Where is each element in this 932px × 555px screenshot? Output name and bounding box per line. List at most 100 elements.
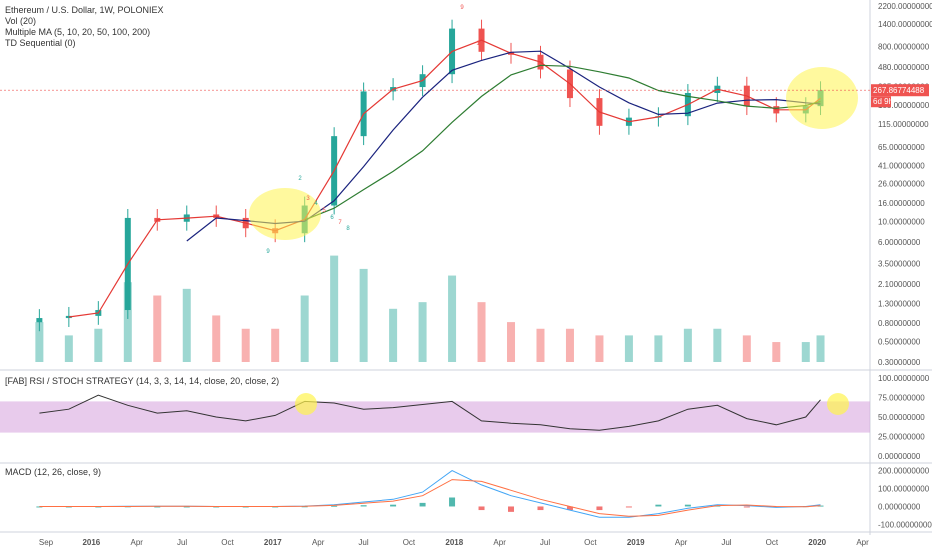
macd-histogram-bar xyxy=(537,506,544,511)
volume-indicator-label[interactable]: Vol (20) xyxy=(5,16,37,26)
td-sequential-count: 5 xyxy=(322,208,326,214)
volume-bar xyxy=(713,328,722,362)
time-axis-tick-label: Jul xyxy=(358,538,368,547)
time-axis-tick-label: Apr xyxy=(493,538,506,547)
rsi-band xyxy=(0,401,870,433)
volume-bar xyxy=(153,295,162,362)
time-left-tag xyxy=(871,96,891,108)
volume-bar xyxy=(477,302,486,362)
macd-histogram-bar xyxy=(390,504,397,507)
rsi-indicator-title[interactable]: [FAB] RSI / STOCH STRATEGY (14, 3, 3, 14… xyxy=(5,376,280,386)
time-axis-tick-label: 2017 xyxy=(264,538,282,547)
volume-bar xyxy=(683,328,692,362)
volume-bar xyxy=(389,308,398,362)
volume-bar xyxy=(654,335,663,362)
price-axis-tick-label: 65.00000000 xyxy=(878,143,925,152)
moving-average-slow-line xyxy=(304,64,821,221)
time-axis-tick-label: Oct xyxy=(221,538,234,547)
moving-average-label[interactable]: Multiple MA (5, 10, 20, 50, 100, 200) xyxy=(5,27,151,37)
volume-bar xyxy=(271,328,280,362)
volume-bar xyxy=(212,315,221,362)
td-sequential-count: 8 xyxy=(346,226,350,232)
macd-histogram-bar xyxy=(508,506,515,512)
volume-bar xyxy=(182,288,191,362)
rsi-axis-tick-label: 100.00000000 xyxy=(878,374,930,383)
time-axis-tick-label: Oct xyxy=(584,538,597,547)
highlight-ellipse xyxy=(249,188,321,240)
volume-bar xyxy=(359,268,368,362)
volume-bar xyxy=(330,255,339,362)
macd-indicator-title[interactable]: MACD (12, 26, close, 9) xyxy=(5,467,102,477)
rsi-line xyxy=(39,394,821,431)
time-axis-tick-label: Oct xyxy=(766,538,779,547)
volume-bar xyxy=(35,322,44,362)
td-sequential-count: 7 xyxy=(338,220,342,226)
time-axis-tick-label: 2016 xyxy=(82,538,100,547)
time-axis-tick-label: Apr xyxy=(856,538,869,547)
time-axis-tick-label: Jul xyxy=(177,538,187,547)
macd-histogram-bar xyxy=(331,505,338,507)
time-axis-tick-label: Apr xyxy=(675,538,688,547)
macd-histogram-bar xyxy=(743,506,750,508)
time-axis-tick-label: Apr xyxy=(312,538,325,547)
volume-bar xyxy=(772,342,781,362)
macd-histogram-bar xyxy=(566,506,573,511)
chart-legend: Ethereum / U.S. Dollar, 1W, POLONIEX Vol… xyxy=(5,5,164,49)
time-axis-tick-label: 2020 xyxy=(808,538,826,547)
macd-axis-tick-label: -100.00000000 xyxy=(878,520,932,529)
macd-axis-tick-label: 0.00000000 xyxy=(878,502,921,511)
volume-bar xyxy=(507,322,516,362)
price-axis-tick-label: 1.30000000 xyxy=(878,299,921,308)
macd-histogram-bar xyxy=(154,506,161,508)
volume-bar xyxy=(816,335,825,362)
price-axis-tick-label: 2200.00000000 xyxy=(878,2,932,11)
price-axis-tick-label: 26.00000000 xyxy=(878,180,925,189)
price-axis-tick-label: 0.80000000 xyxy=(878,319,921,328)
td-sequential-count: 1 xyxy=(476,41,480,47)
moving-average-fast-line xyxy=(68,39,821,318)
macd-histogram-bar xyxy=(449,497,456,507)
volume-bar xyxy=(241,328,250,362)
macd-histogram-bar xyxy=(478,506,485,511)
time-axis-tick-label: Jul xyxy=(540,538,550,547)
volume-bar xyxy=(624,335,633,362)
macd-axis-tick-label: 100.00000000 xyxy=(878,485,930,494)
volume-bar xyxy=(123,282,132,362)
highlight-ellipse xyxy=(786,67,858,129)
price-axis-tick-label: 2.10000000 xyxy=(878,280,921,289)
volume-bar xyxy=(448,275,457,362)
volume-bar xyxy=(94,328,103,362)
macd-axis-tick-label: 200.00000000 xyxy=(878,467,930,476)
time-axis-tick-label: Apr xyxy=(131,538,144,547)
rsi-axis-tick-label: 50.00000000 xyxy=(878,413,925,422)
td-sequential-label[interactable]: TD Sequential (0) xyxy=(5,38,76,48)
macd-histogram-bar xyxy=(625,506,632,508)
last-price-label: 267.86774488 xyxy=(873,86,925,95)
volume-bar xyxy=(300,295,309,362)
last-price-tag xyxy=(871,84,929,97)
time-axis-tick-label: Oct xyxy=(403,538,416,547)
price-axis-tick-label: 3.50000000 xyxy=(878,260,921,269)
price-axis-tick-label: 41.00000000 xyxy=(878,161,925,170)
symbol-title[interactable]: Ethereum / U.S. Dollar, 1W, POLONIEX xyxy=(5,5,164,15)
volume-bar xyxy=(565,328,574,362)
td-sequential-count: 2 xyxy=(298,176,302,182)
time-axis-tick-label: 2019 xyxy=(627,538,645,547)
rsi-axis-tick-label: 75.00000000 xyxy=(878,394,925,403)
highlight-ellipse xyxy=(295,393,317,415)
macd-histogram-bar xyxy=(183,506,190,508)
macd-histogram-bar xyxy=(36,506,43,508)
macd-histogram-bar xyxy=(655,504,662,507)
price-axis-tick-label: 800.00000000 xyxy=(878,42,930,51)
volume-bar xyxy=(536,328,545,362)
volume-bar xyxy=(742,335,751,362)
volume-bar xyxy=(801,342,810,362)
price-axis-tick-label: 480.00000000 xyxy=(878,63,930,72)
macd-histogram-bar xyxy=(360,505,367,507)
td-sequential-count: 9 xyxy=(266,249,270,255)
time-axis-tick-label: Sep xyxy=(39,538,54,547)
time-axis-tick-label: 2018 xyxy=(445,538,463,547)
volume-bar xyxy=(595,335,604,362)
